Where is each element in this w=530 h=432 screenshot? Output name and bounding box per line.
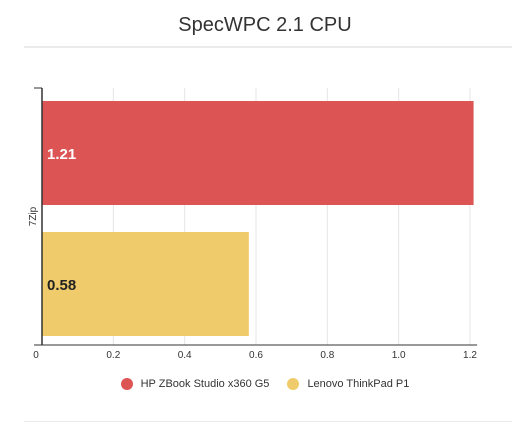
x-tick-label-3: 0.6: [249, 350, 263, 361]
chart-title: SpecWPC 2.1 CPU: [178, 14, 352, 36]
title-divider: [24, 46, 512, 48]
category-label-7zip: 7Zip: [28, 206, 39, 226]
x-tick-label-5: 1.0: [392, 350, 406, 361]
data-label-0: 1.21: [47, 146, 76, 163]
x-tick-label-1: 0.2: [106, 350, 120, 361]
x-tick-label-2: 0.4: [178, 350, 192, 361]
x-tick-label-6: 1.2: [463, 350, 477, 361]
legend-swatch-hp: [120, 378, 133, 390]
legend-item-hp: HP ZBook Studio x360 G5: [120, 378, 270, 390]
legend-swatch-lenovo: [287, 378, 300, 390]
data-label-1: 0.58: [47, 277, 76, 294]
legend-item-lenovo: Lenovo ThinkPad P1: [287, 378, 409, 390]
bar-chart-plot: 1.21 0.58 7Zip 0 0.2 0.4 0.6 0.8 1.0 1.2: [28, 87, 477, 361]
footer-divider: [24, 421, 512, 422]
x-tick-label-4: 0.8: [320, 350, 334, 361]
legend-label-hp: HP ZBook Studio x360 G5: [140, 378, 270, 390]
x-tick-label-0: 0: [33, 350, 39, 361]
bar-0: [42, 101, 474, 205]
legend-label-lenovo: Lenovo ThinkPad P1: [307, 378, 410, 390]
chart-legend: HP ZBook Studio x360 G5 Lenovo ThinkPad …: [0, 378, 530, 390]
bar-1: [42, 232, 249, 336]
